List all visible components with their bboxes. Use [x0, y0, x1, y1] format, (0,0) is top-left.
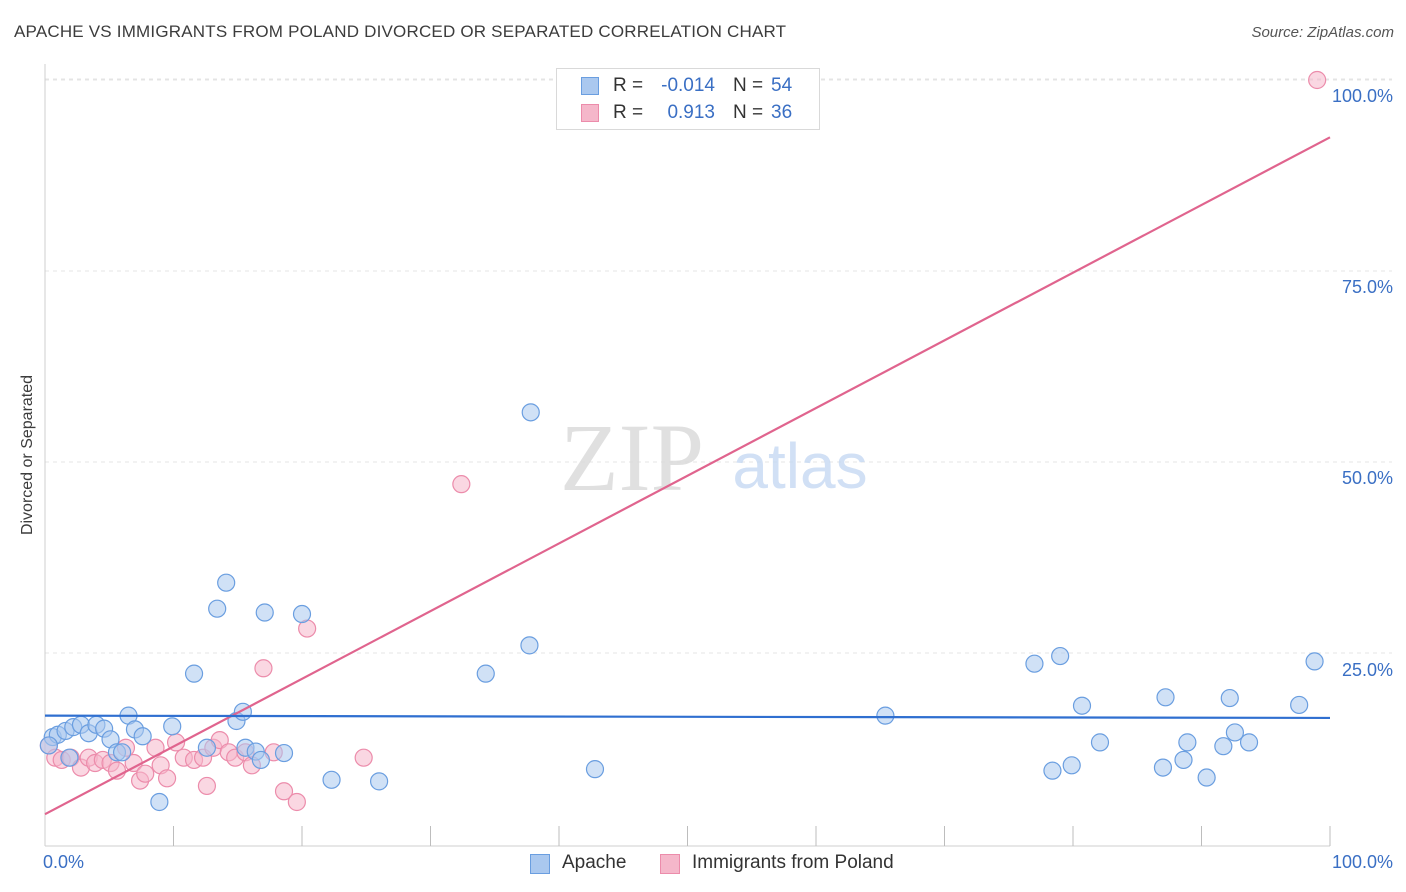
point-apache [1090, 733, 1110, 752]
point-apache [251, 750, 270, 770]
n-value: 54 [771, 75, 793, 96]
point-apache [1062, 756, 1081, 775]
series-legend: Apache Immigrants from Poland [0, 852, 1406, 878]
point-apache [1025, 654, 1044, 673]
poland-swatch [660, 854, 680, 874]
point-apache [370, 772, 389, 791]
point-immigrants-from-poland [274, 782, 294, 801]
legend-label-apache: Apache [562, 852, 627, 873]
y-tick-label: 50.0% [1341, 468, 1393, 488]
trendline-apache [44, 714, 1331, 720]
point-apache [1153, 758, 1173, 777]
point-apache [1225, 723, 1245, 742]
point-apache [184, 664, 204, 683]
point-apache [1156, 688, 1175, 707]
series-apache [39, 403, 1324, 812]
point-apache [133, 727, 152, 746]
x-tick-label-min: 0.0% [43, 852, 85, 872]
point-apache [1051, 646, 1070, 666]
apache-swatch [530, 854, 550, 874]
point-apache [112, 743, 132, 762]
y-tick-label: 100.0% [1331, 86, 1393, 106]
chart-title: APACHE VS IMMIGRANTS FROM POLAND DIVORCE… [14, 22, 787, 41]
grid-lines [45, 78, 1392, 654]
point-apache [1178, 733, 1197, 752]
point-apache [1290, 695, 1309, 715]
point-apache [585, 760, 605, 779]
poland-swatch [581, 104, 599, 122]
n-label: N = [733, 75, 764, 96]
y-tick-label: 25.0% [1341, 660, 1393, 680]
legend-label-poland: Immigrants from Poland [692, 852, 894, 873]
point-apache [292, 604, 312, 624]
point-immigrants-from-poland [136, 764, 155, 783]
point-apache [39, 736, 58, 755]
point-apache [163, 717, 182, 736]
point-apache [150, 792, 169, 812]
r-label: R = [613, 102, 644, 123]
x-tick-label-max: 100.0% [1331, 852, 1393, 872]
point-apache [1072, 696, 1092, 715]
point-apache [1305, 652, 1324, 671]
correlation-legend: R = -0.014 N = 54 R = 0.913 N = 36 [556, 68, 820, 130]
point-apache [476, 664, 495, 683]
r-value: -0.014 [661, 75, 715, 96]
point-apache [217, 573, 236, 592]
point-immigrants-from-poland [287, 792, 306, 812]
point-apache [197, 738, 217, 757]
point-apache [322, 770, 341, 789]
point-apache [274, 743, 294, 763]
r-value: 0.913 [667, 102, 715, 123]
y-tick-label: 75.0% [1341, 277, 1393, 297]
n-label: N = [733, 102, 764, 123]
point-immigrants-from-poland [197, 776, 217, 796]
point-apache [60, 748, 79, 767]
source-label: Source: ZipAtlas.com [1251, 24, 1394, 41]
watermark: ZIP atlas [560, 404, 868, 511]
point-apache [1214, 737, 1233, 756]
point-apache [208, 599, 227, 618]
point-immigrants-from-poland [254, 659, 273, 678]
r-label: R = [613, 75, 644, 96]
point-apache [876, 706, 895, 725]
apache-swatch [581, 77, 599, 95]
trendline-immigrants-from-poland [44, 136, 1331, 816]
point-immigrants-from-poland [1308, 70, 1327, 90]
point-immigrants-from-poland [354, 748, 373, 767]
trend-lines [44, 136, 1331, 816]
point-apache [1174, 750, 1193, 770]
point-immigrants-from-poland [452, 475, 471, 494]
point-apache [1197, 768, 1216, 787]
point-apache [520, 636, 539, 655]
watermark-zip: ZIP [560, 404, 704, 511]
point-apache [1220, 688, 1239, 708]
watermark-atlas: atlas [732, 430, 867, 502]
point-apache [255, 603, 274, 622]
n-value: 36 [771, 102, 793, 123]
point-apache [1043, 761, 1062, 780]
point-immigrants-from-poland [157, 769, 177, 788]
point-apache [521, 403, 540, 422]
point-apache [1239, 733, 1259, 752]
